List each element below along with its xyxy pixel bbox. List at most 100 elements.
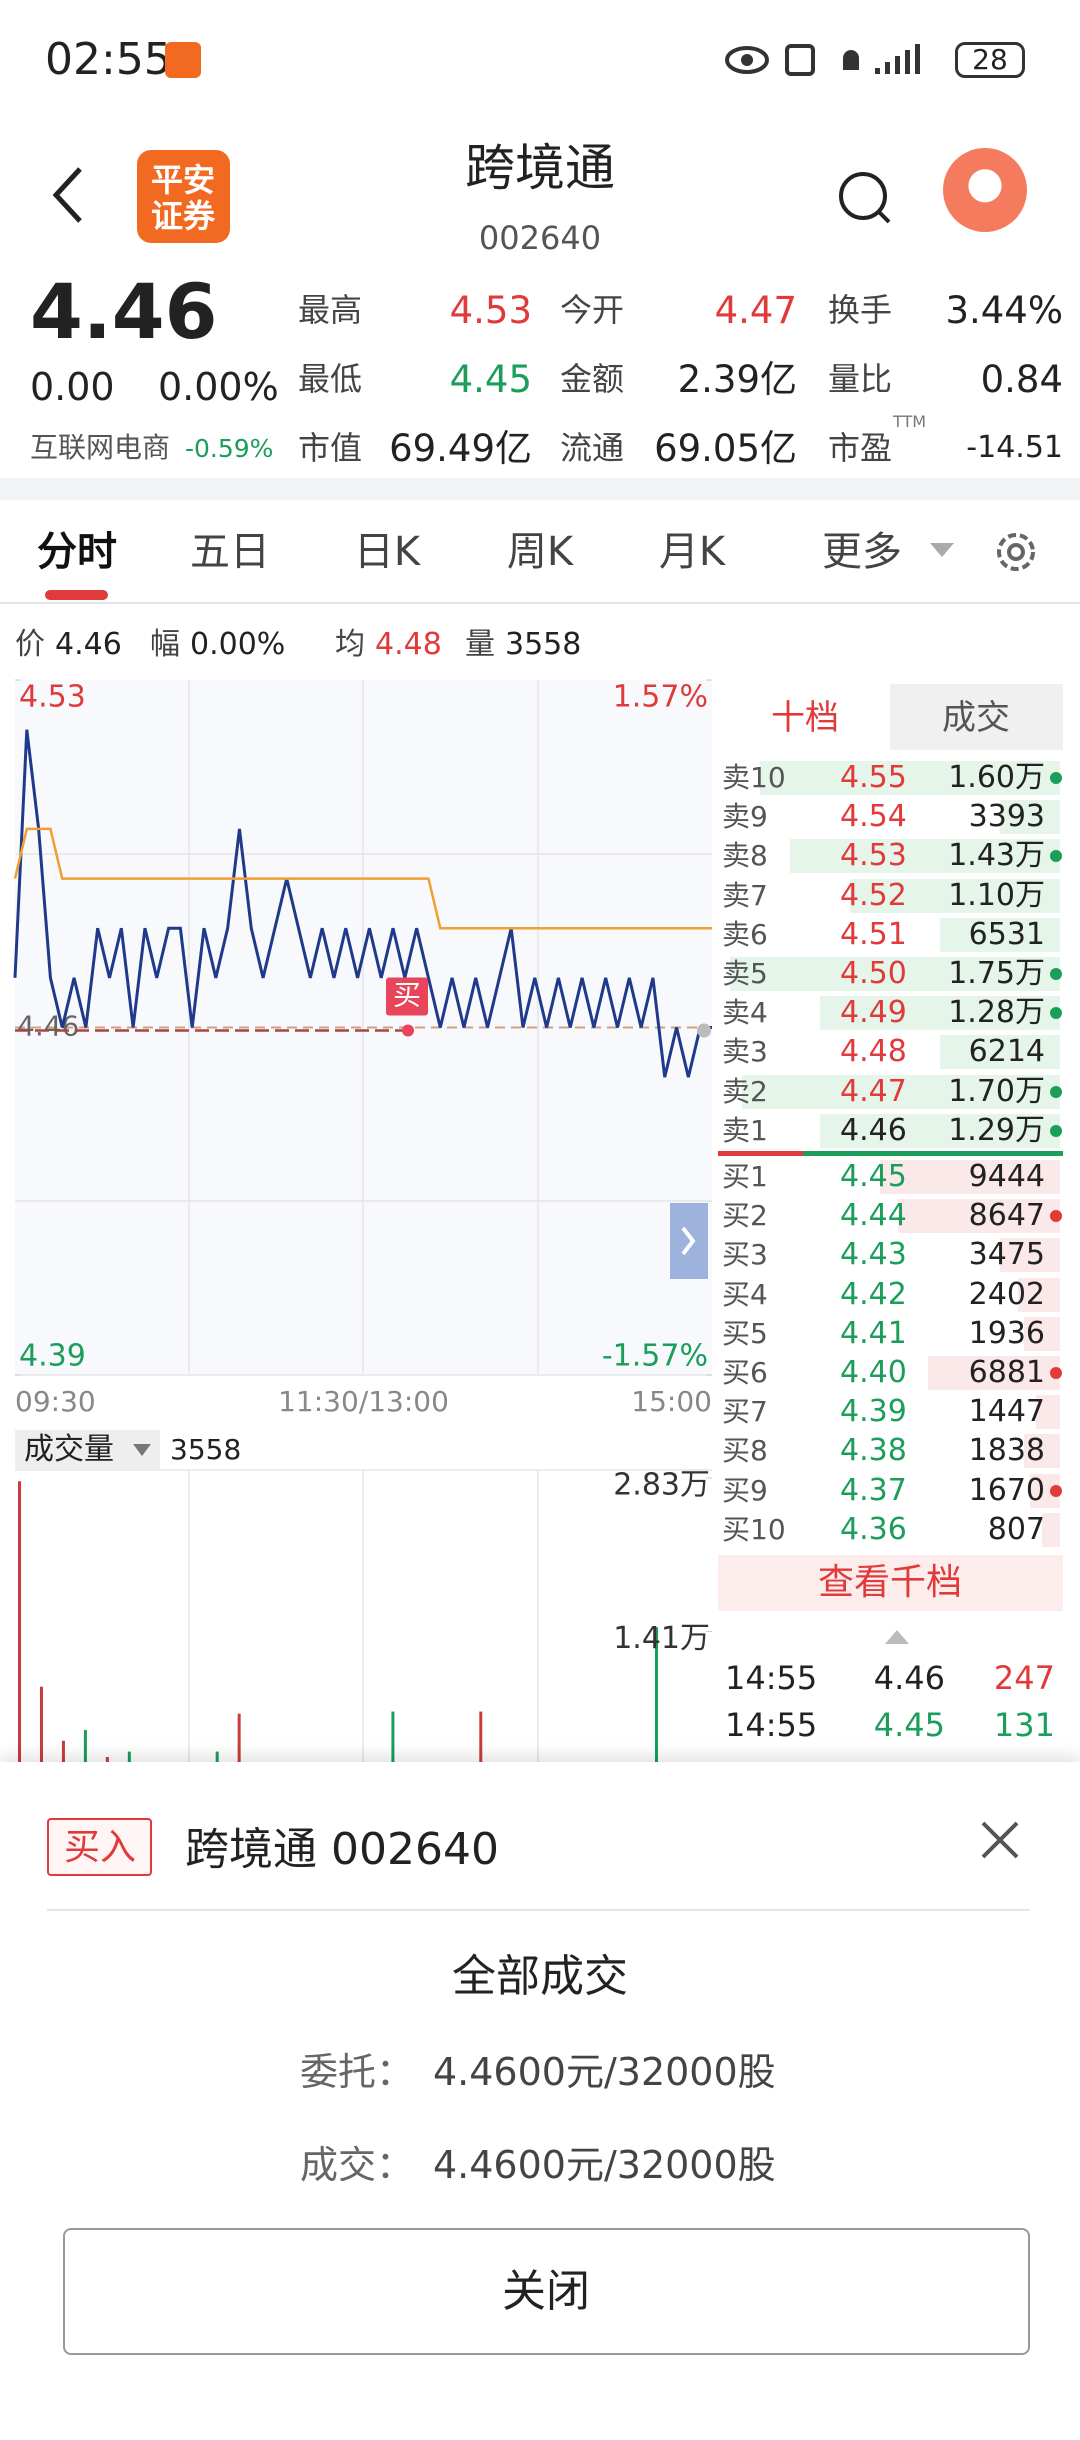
trade-volume: 131	[993, 1706, 1055, 1744]
x-tick-label: 09:30	[15, 1385, 96, 1418]
level-price: 4.47	[840, 1073, 907, 1109]
level-price: 4.37	[840, 1472, 907, 1508]
avatar[interactable]	[943, 148, 1027, 232]
volume-bar	[215, 1751, 219, 1762]
ob-tab[interactable]: 十档	[771, 698, 839, 738]
level-volume: 3393	[968, 799, 1045, 835]
volume-bar	[237, 1713, 241, 1762]
stat-label: 今开	[560, 291, 625, 329]
dialog-tag-box	[47, 1818, 152, 1876]
level-name: 买10	[722, 1512, 786, 1546]
level-volume: 6531	[968, 916, 1045, 952]
trade-price: 4.46	[873, 1659, 945, 1697]
logo-text: 证券	[150, 197, 216, 235]
stat-value: 4.53	[449, 288, 532, 332]
level-price: 4.39	[840, 1394, 907, 1430]
volume-bar	[655, 1627, 658, 1762]
settings-button[interactable]	[992, 528, 1040, 576]
level-dot	[1050, 1085, 1062, 1098]
x-tick-label: 11:30/13:00	[278, 1385, 449, 1418]
stat-label: 金额	[560, 360, 625, 398]
depth-bar	[742, 1074, 1060, 1109]
level-volume: 8647	[968, 1198, 1045, 1234]
tab[interactable]: 五日	[190, 529, 270, 575]
level-name: 买4	[722, 1277, 768, 1311]
back-icon	[52, 167, 82, 223]
level-price: 4.50	[840, 956, 907, 991]
dialog-title: 跨境通 002640	[185, 1824, 499, 1875]
tab-divider	[0, 602, 1080, 604]
dialog-close[interactable]	[975, 1815, 1025, 1865]
info-label: 幅	[150, 627, 180, 662]
close-button-label[interactable]: 关闭	[502, 2266, 590, 2317]
depth-bar	[1024, 1316, 1060, 1351]
volume-bar	[105, 1756, 109, 1762]
level-name: 买6	[722, 1356, 768, 1389]
level-name: 买1	[722, 1160, 768, 1193]
ob-tab[interactable]: 成交	[942, 698, 1010, 738]
level-volume: 1.75万	[948, 956, 1045, 991]
info-value: 0.00%	[190, 627, 286, 662]
stat-value: -14.51	[966, 430, 1063, 465]
level-volume: 1670	[968, 1472, 1045, 1508]
battery-level: 28	[972, 43, 1008, 76]
more-caret	[930, 543, 954, 557]
y-tick-label: 4.53	[19, 680, 86, 715]
tab[interactable]: 月K	[658, 529, 726, 575]
info-label: 价	[15, 627, 45, 662]
back-button[interactable]	[48, 165, 88, 225]
level-price: 4.52	[840, 877, 907, 913]
x-tick-label: 15:00	[631, 1385, 712, 1418]
depth-bar	[1024, 1434, 1060, 1469]
level-volume: 1.10万	[948, 877, 1045, 913]
level-name: 买2	[722, 1199, 768, 1233]
tab[interactable]: 周K	[506, 529, 574, 575]
chart-grid	[15, 680, 712, 1762]
dialog-tag: 买入	[63, 1827, 137, 1868]
info-value: 3558	[505, 627, 582, 662]
info-label: 量	[465, 627, 495, 662]
stock-code: 002640	[478, 219, 602, 257]
trade-time: 14:55	[725, 1706, 818, 1744]
status-logo	[165, 42, 201, 78]
level-volume: 1.29万	[948, 1112, 1045, 1148]
dialog-line-label: 成交：	[300, 2143, 415, 2187]
depth-bar	[850, 878, 1060, 913]
status-time: 02:55	[45, 34, 172, 85]
volume-tick-label: 2.83万	[613, 1468, 710, 1503]
dialog-line-value: 4.4600元/32000股	[433, 2050, 776, 2094]
close-button[interactable]	[63, 2228, 1030, 2355]
last-price: 4.46	[30, 267, 218, 356]
search-button[interactable]	[835, 168, 895, 228]
level-dot	[1050, 772, 1062, 784]
depth-bar	[760, 761, 1060, 795]
tab[interactable]: 分时	[37, 529, 117, 575]
level-name: 卖4	[722, 996, 768, 1030]
ob-tab-bg	[890, 684, 1063, 750]
depth-bar	[820, 996, 1060, 1031]
price-line	[13, 827, 712, 930]
sector-pct: -0.59%	[185, 433, 274, 463]
buy-marker-label: 买	[393, 979, 421, 1012]
level-name: 卖6	[722, 917, 768, 951]
stat-label: 换手	[828, 291, 893, 329]
level-price: 4.51	[840, 916, 907, 952]
level-volume: 1838	[968, 1433, 1045, 1469]
level-name: 卖9	[722, 800, 768, 834]
reference-label: 4.46	[17, 1010, 79, 1043]
level-dot	[1050, 1007, 1062, 1020]
level-price: 4.45	[840, 1159, 907, 1194]
tab[interactable]: 更多	[822, 529, 902, 575]
stat-label: 量比	[828, 360, 893, 398]
app-logo	[137, 150, 230, 243]
buy-marker	[386, 977, 428, 1016]
expand-button[interactable]	[670, 1203, 708, 1279]
level-price: 4.38	[840, 1433, 907, 1469]
level-price: 4.42	[840, 1276, 907, 1312]
tab[interactable]: 日K	[353, 529, 421, 575]
more-depth[interactable]	[718, 1555, 1063, 1611]
level-volume: 1447	[968, 1394, 1045, 1430]
info-value: 4.48	[375, 627, 442, 662]
depth-bar	[1018, 1277, 1060, 1312]
level-volume: 6881	[968, 1355, 1045, 1390]
